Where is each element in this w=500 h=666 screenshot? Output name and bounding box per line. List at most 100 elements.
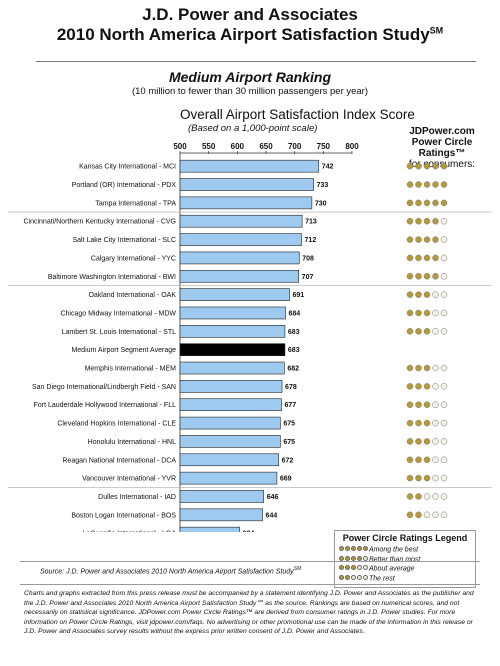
power-circle-dot	[415, 291, 422, 298]
x-tick-label: 700	[288, 142, 302, 151]
satisfaction-bar-chart: 500 550 600 650 700 750 800 Kansas City Interna…	[8, 142, 492, 532]
bar-value-label: 707	[302, 274, 314, 281]
power-circle-dot	[440, 493, 448, 500]
bar-value-label: 677	[284, 402, 296, 409]
category-label: Cleveland Hopkins International - CLE	[57, 421, 176, 428]
source-text: Source: J.D. Power and Associates 2010 N…	[40, 568, 294, 576]
bar-value-label: 672	[282, 457, 294, 464]
power-circle-dot	[440, 199, 448, 207]
power-circle-dot	[423, 254, 431, 262]
category-label: Fort Lauderdale Hollywood International …	[34, 402, 177, 409]
airport-bar	[179, 196, 313, 210]
power-circle-dot	[415, 309, 422, 317]
power-circle-dot	[440, 217, 448, 225]
power-circle-dot	[406, 493, 414, 500]
legend-label: About average	[369, 565, 415, 573]
airport-bar	[179, 416, 281, 430]
category-label: Cincinnati/Northern Kentucky Internation…	[23, 219, 176, 226]
power-circle-dot	[432, 493, 439, 500]
power-circle-dot	[423, 456, 431, 464]
power-circle-dot	[423, 162, 431, 170]
category-label: Calgary International - YYC	[91, 255, 176, 262]
airport-bar	[179, 435, 281, 448]
x-tick-label: 650	[259, 142, 273, 151]
airport-bar	[179, 471, 278, 485]
ranking-title: Medium Airport Ranking	[168, 69, 332, 85]
power-circle-dot	[415, 456, 422, 464]
power-circle-dot	[415, 474, 422, 482]
power-circle-dot	[440, 162, 448, 170]
power-circle-dot	[432, 236, 439, 243]
study-title: 2010 North America Airport Satisfaction …	[0, 25, 500, 45]
power-circle-dot	[440, 254, 448, 262]
power-circle-dot	[406, 291, 414, 298]
power-circle-dot	[432, 456, 439, 464]
legend-dot-icon	[357, 555, 362, 561]
power-circle-dot	[406, 309, 414, 317]
legend-label: The rest	[369, 574, 395, 582]
category-label: Lambert St. Louis International - STL	[62, 329, 176, 336]
category-label: Vancouver International - YVR	[82, 476, 176, 483]
legend-item: The rest	[339, 574, 395, 583]
bar-value-label: 644	[266, 512, 278, 519]
bar-value-label: 675	[283, 439, 295, 446]
power-circle-dot	[423, 474, 431, 482]
category-label: San Diego International/Lindbergh Field …	[32, 384, 176, 391]
power-circle-dot	[440, 401, 448, 408]
power-circle-dot	[423, 493, 431, 500]
power-circle-dot	[423, 438, 431, 445]
source-note: Source: J.D. Power and Associates 2010 N…	[40, 565, 330, 576]
power-circle-dot	[423, 419, 431, 427]
power-circle-dot	[432, 309, 439, 317]
power-circle-dot	[415, 236, 422, 243]
legend-dot-icon	[357, 546, 362, 551]
legend-dot-icon	[345, 546, 350, 551]
airport-bar	[179, 508, 263, 522]
bar-value-label: 604	[243, 531, 255, 532]
power-circle-dot	[423, 383, 431, 390]
legend-dot-icon	[351, 555, 356, 561]
power-circle-dot	[406, 162, 414, 170]
bar-value-label: 646	[267, 494, 279, 501]
category-label: Medium Airport Segment Average	[71, 347, 176, 354]
airport-bar	[179, 214, 303, 228]
legend-dot-icon	[363, 555, 368, 561]
x-tick-label: 800	[345, 142, 359, 151]
power-circle-dot	[440, 328, 448, 335]
legend-dot-icon	[363, 565, 368, 570]
power-circle-dot	[415, 511, 422, 519]
category-label: Baltimore Washington International - BWI	[48, 274, 176, 281]
legend-dot-icon	[351, 565, 356, 570]
power-circle-dot	[440, 181, 448, 188]
bar-value-label: 683	[288, 329, 300, 336]
category-label: Tampa International - TPA	[95, 200, 176, 207]
power-circle-dot	[406, 273, 414, 280]
airport-bar	[179, 178, 314, 191]
category-label: Reagan National International - DCA	[62, 457, 176, 464]
legend-dot-icon	[357, 565, 362, 570]
legend-dot-icon	[357, 574, 362, 580]
power-circle-dot	[440, 383, 448, 390]
power-circle-dot	[415, 438, 422, 445]
power-circle-dot	[415, 328, 422, 335]
power-circle-dot	[406, 217, 414, 225]
power-circle-dot	[406, 328, 414, 335]
bar-value-label: 733	[317, 182, 329, 189]
power-circle-dot	[406, 181, 414, 188]
title-divider	[36, 61, 476, 62]
power-circle-dot	[423, 236, 431, 243]
chart-title: Overall Airport Satisfaction Index Score	[180, 107, 415, 122]
power-circle-dot	[440, 309, 448, 317]
power-circle-dot	[432, 254, 439, 262]
legend-dot-icon	[345, 555, 350, 561]
power-circle-dot	[423, 364, 431, 372]
legend-dot-icon	[339, 546, 344, 551]
power-circle-dot	[440, 419, 448, 427]
chart-subtitle: (Based on a 1,000-point scale)	[188, 123, 318, 134]
legend-dot-icon	[363, 546, 368, 551]
category-label: LaGuardia International - LGA	[83, 531, 177, 532]
power-circle-dot	[406, 401, 414, 408]
power-circle-dot	[415, 493, 422, 500]
segment-average-bar	[179, 343, 286, 356]
power-circle-dot	[440, 364, 448, 372]
